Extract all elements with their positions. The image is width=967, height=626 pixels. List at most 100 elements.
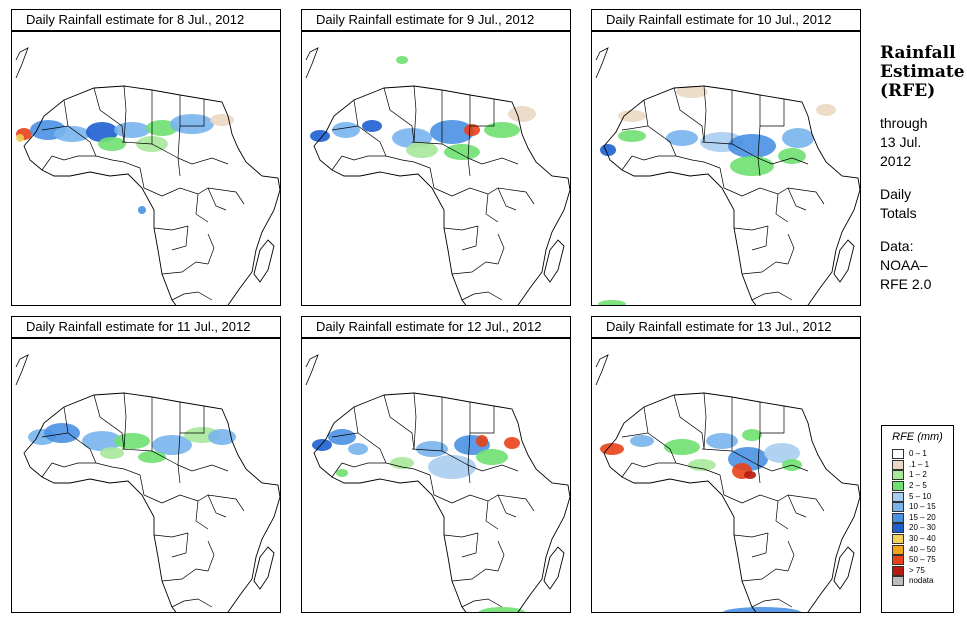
country-border <box>67 125 97 157</box>
map-layer <box>595 47 860 305</box>
rainfall-area <box>328 429 356 445</box>
country-border <box>161 568 209 582</box>
rainfall-area <box>86 122 118 142</box>
legend-swatch <box>892 470 904 481</box>
totals-line1: Daily <box>880 186 912 202</box>
country-border <box>171 225 189 251</box>
country-border <box>621 462 633 478</box>
legend-row: .1 – 1 <box>892 459 953 471</box>
rainfall-map <box>591 338 861 613</box>
rainfall-area <box>478 607 526 612</box>
madagascar-outline <box>253 546 275 590</box>
through-date-line2: 2012 <box>880 153 912 169</box>
country-border <box>485 500 499 530</box>
panel-title: Daily Rainfall estimate for 10 Jul., 201… <box>591 9 861 31</box>
legend-row: nodata <box>892 576 953 587</box>
map-layer <box>15 354 280 612</box>
rainfall-area <box>630 435 654 447</box>
legend-title: RFE (mm) <box>892 431 943 443</box>
rainfall-map <box>591 31 861 306</box>
country-border <box>703 85 707 143</box>
rainfall-area <box>332 122 360 138</box>
rainfall-area <box>600 443 624 455</box>
legend-swatch <box>892 481 904 492</box>
legend-label: 1 – 2 <box>909 470 927 480</box>
rainfall-area <box>666 130 698 146</box>
legend-swatch <box>892 576 904 587</box>
country-border <box>801 189 825 205</box>
country-border <box>511 189 535 205</box>
country-border <box>123 85 127 143</box>
country-border <box>759 402 785 434</box>
country-border <box>497 187 517 211</box>
rainfall-area <box>476 449 508 465</box>
country-border <box>751 225 769 251</box>
country-border <box>461 225 479 251</box>
legend-swatch <box>892 459 904 470</box>
country-border <box>757 464 809 472</box>
map-svg <box>595 354 860 612</box>
legend-row: 10 – 15 <box>892 502 953 513</box>
rainfall-area <box>310 130 330 142</box>
rainfall-area <box>782 128 814 148</box>
info-block: Rainfall Estimate (RFE) through 13 Jul. … <box>880 44 965 294</box>
country-border <box>177 125 181 177</box>
rainfall-area <box>362 120 382 132</box>
country-border <box>429 474 453 504</box>
legend-swatch <box>892 449 904 460</box>
legend-swatch <box>892 544 904 555</box>
country-border <box>153 532 189 538</box>
country-border <box>177 157 229 165</box>
country-border <box>51 155 141 169</box>
panel-title: Daily Rainfall estimate for 11 Jul., 201… <box>11 316 281 338</box>
country-border <box>221 189 245 205</box>
country-border <box>67 432 97 464</box>
country-border <box>467 157 519 165</box>
country-border <box>485 193 499 223</box>
through-label: through <box>880 115 928 131</box>
legend-swatch <box>892 565 904 576</box>
country-border <box>787 187 807 211</box>
country-border <box>719 474 743 504</box>
country-border <box>207 540 215 572</box>
rainfall-area <box>396 56 408 64</box>
legend-row: 15 – 20 <box>892 512 953 524</box>
legend-row: 2 – 5 <box>892 481 953 492</box>
rainfall-area <box>170 114 214 134</box>
map-panel-6: Daily Rainfall estimate for 13 Jul., 201… <box>591 316 861 613</box>
country-border <box>461 598 503 608</box>
country-border <box>429 167 453 197</box>
country-border <box>759 95 785 127</box>
country-border <box>497 233 505 265</box>
rainfall-area <box>44 423 80 443</box>
country-border <box>497 540 505 572</box>
country-border <box>787 233 795 265</box>
rainfall-area <box>416 441 448 457</box>
legend-label: > 75 <box>909 565 925 575</box>
rainfall-area <box>312 439 332 451</box>
country-border <box>411 448 469 466</box>
country-border <box>41 155 53 171</box>
country-border <box>647 125 677 157</box>
country-border <box>647 432 677 464</box>
country-border <box>221 496 245 512</box>
legend-swatch <box>892 555 904 566</box>
country-border <box>195 500 209 530</box>
madagascar-outline <box>543 546 565 590</box>
country-border <box>733 532 769 538</box>
panel-title: Daily Rainfall estimate for 12 Jul., 201… <box>301 316 571 338</box>
country-border <box>497 494 517 518</box>
country-border <box>775 500 789 530</box>
legend-row: 20 – 30 <box>892 523 953 534</box>
rainfall-area <box>484 122 520 138</box>
country-border <box>621 155 633 171</box>
map-panel-2: Daily Rainfall estimate for 9 Jul., 2012 <box>301 9 571 306</box>
rainfall-area <box>336 469 348 477</box>
country-border <box>741 187 803 197</box>
legend-row: 0 – 1 <box>892 449 953 460</box>
country-border <box>413 392 417 450</box>
rainfall-area <box>508 106 536 122</box>
rainfall-area <box>100 447 124 459</box>
legend-label: .1 – 1 <box>909 459 930 469</box>
map-svg <box>595 47 860 305</box>
